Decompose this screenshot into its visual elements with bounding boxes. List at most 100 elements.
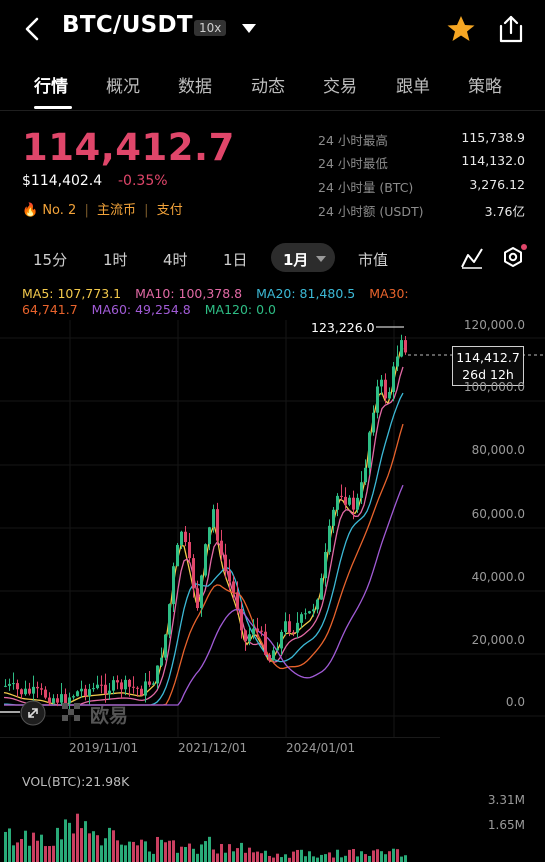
timeframe-1d[interactable]: 1日 [223,251,248,269]
candle [236,592,239,610]
candle [108,690,111,695]
timeframe-dropdown-icon[interactable] [316,256,326,263]
candle [376,386,379,413]
candle [292,632,295,634]
x-tick: 2024/01/01 [286,741,356,755]
candle [192,558,195,589]
pair-title[interactable]: BTC/USDT [62,12,193,38]
back-icon[interactable] [24,16,40,42]
candle [20,689,23,695]
y-tick: 80,000.0 [471,443,525,457]
candle [180,531,183,545]
ma60-label: MA60: 49,254.8 [91,302,191,317]
y-tick: 0.0 [505,695,525,709]
candle [300,614,303,623]
volume-bar [220,843,223,862]
ma20-label: MA20: 81,480.5 [256,286,356,301]
volume-bar [224,852,227,862]
y-tick: 60,000.0 [471,507,525,521]
candle [136,687,139,689]
stat-label: 24 小时量 (BTC) [318,180,414,195]
volume-bar [132,841,135,862]
candle [196,588,199,609]
high-marker-label: 123,226.0 [311,320,375,335]
volume-bar [324,854,327,862]
candle [312,609,315,612]
candle [332,509,335,526]
candle [92,688,95,690]
candle [96,684,99,689]
stat-label: 24 小时额 (USDT) [318,204,424,219]
volume-bar [404,855,407,862]
candle [64,694,67,704]
tab-news[interactable]: 动态 [251,77,285,97]
volume-bar [20,839,23,862]
volume-bar [12,845,15,862]
tag-mainstream[interactable]: 主流币 [97,203,137,218]
leverage-badge: 10x [194,20,227,36]
timeframe-15m[interactable]: 15分 [33,251,68,269]
tag-payment[interactable]: 支付 [156,203,183,218]
candle [100,684,103,686]
timeframe-marketcap[interactable]: 市值 [358,251,389,269]
candle [248,634,251,642]
volume-chart[interactable] [0,790,545,862]
volume-bar [388,851,391,862]
volume-bar [252,852,255,862]
tab-quotes[interactable]: 行情 [34,77,68,97]
candle [372,412,375,433]
tab-copy[interactable]: 跟单 [396,77,430,97]
ma5-label: MA5: 107,773.1 [22,286,122,301]
volume-bar [64,819,67,862]
volume-bar [364,854,367,862]
candle [280,631,283,649]
share-icon[interactable] [497,14,525,44]
candlestick-chart[interactable] [0,320,545,740]
star-icon[interactable] [446,14,476,44]
volume-bar [188,843,191,862]
candle [240,609,243,631]
candle [288,621,291,633]
candle [216,509,219,541]
volume-bar [116,840,119,862]
volume-bar [100,845,103,862]
timeframe-1m[interactable]: 1月 [283,251,309,269]
volume-bar [140,839,143,862]
stat-value: 3,276.12 [469,177,525,192]
volume-bar [152,853,155,862]
candle [8,683,11,686]
volume-bar [308,851,311,862]
settings-icon[interactable] [500,243,528,271]
volume-bar [348,849,351,862]
dropdown-icon[interactable] [242,24,256,34]
volume-bar [360,851,363,862]
volume-bar [340,857,343,862]
candle [88,689,91,696]
flame-icon: 🔥 [22,203,39,218]
candle [364,467,367,483]
candle [60,694,63,703]
volume-bar [248,847,251,862]
candle [84,688,87,696]
volume-bar [24,830,27,862]
volume-bar [356,856,359,862]
rank-label[interactable]: No. 2 [42,203,77,218]
top-bar: BTC/USDT 10x [0,0,545,58]
fullscreen-icon[interactable] [20,700,46,726]
candle [12,683,15,685]
y-tick: 40,000.0 [471,570,525,584]
candle [296,622,299,633]
volume-bar [48,846,51,862]
timeframe-4h[interactable]: 4时 [163,251,188,269]
volume-bar [148,851,151,862]
timeframe-1h[interactable]: 1时 [103,251,128,269]
tab-overview[interactable]: 概况 [106,77,140,97]
indicator-icon[interactable] [460,247,484,269]
candle [204,544,207,576]
tab-strategy[interactable]: 策略 [468,77,502,97]
candle [276,648,279,651]
candle [328,525,331,552]
tab-data[interactable]: 数据 [178,77,212,97]
volume-bar [84,821,87,862]
tab-trade[interactable]: 交易 [323,77,357,97]
